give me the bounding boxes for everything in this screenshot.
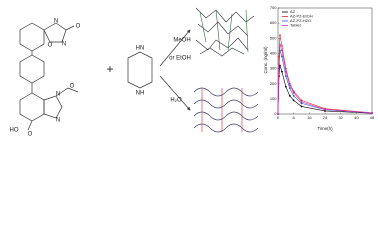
y-tick-label: 200 — [270, 81, 277, 86]
atom: HN — [136, 46, 145, 52]
y-tick-label: 0 — [274, 111, 277, 116]
data-point — [281, 49, 283, 52]
data-point — [281, 44, 283, 47]
atom: N — [56, 92, 60, 98]
y-tick-label: 300 — [270, 66, 277, 71]
data-point — [278, 63, 280, 65]
molecule: N O O N O N N HO O — [10, 19, 81, 138]
data-point — [371, 112, 373, 114]
data-point — [300, 99, 303, 102]
atom: N — [54, 19, 58, 25]
legend-label: AZ-PZ-EtOH — [290, 14, 313, 19]
x-tick-label: 24 — [323, 115, 328, 120]
atom: O — [70, 84, 75, 90]
solvent-label: H₂O — [170, 98, 182, 104]
series-line — [277, 50, 373, 115]
data-point — [284, 75, 287, 78]
y-tick-label: 700 — [270, 5, 277, 10]
data-point — [279, 34, 281, 37]
data-point — [288, 87, 291, 90]
data-point — [300, 100, 303, 103]
atom: N — [62, 42, 66, 48]
pk-chart: Conc. (ng/ml) Time(h) 010020030040050060… — [263, 5, 375, 131]
x-tick-label: 16 — [307, 115, 312, 120]
legend-label: Tablet — [290, 23, 302, 28]
series-line — [277, 44, 373, 115]
data-point — [288, 84, 291, 87]
graphical-abstract: N O O N O N N HO O + HN NH MeOH or EtOH … — [10, 5, 375, 138]
y-tick-label: 500 — [270, 35, 277, 40]
solvent-label: or EtOH — [169, 56, 191, 62]
arrows — [159, 29, 191, 111]
plus-sign: + — [106, 62, 113, 76]
x-tick-label: 8 — [293, 115, 296, 120]
y-axis-label: Conc. (ng/ml) — [263, 46, 268, 74]
legend-label: AZ-PZ-H2O — [290, 18, 311, 23]
data-point — [284, 85, 287, 88]
solvent-label: MeOH — [173, 38, 190, 44]
atom: O — [76, 24, 81, 30]
data-point — [279, 64, 281, 67]
data-point — [292, 91, 295, 94]
x-axis-label: Time(h) — [317, 126, 333, 131]
atom: NH — [136, 91, 145, 97]
x-tick-label: 40 — [354, 115, 359, 120]
data-point — [300, 102, 303, 105]
x-tick-label: 32 — [338, 115, 343, 120]
y-tick-label: 600 — [270, 20, 277, 25]
x-tick-label: 48 — [370, 115, 375, 120]
crystal-packing-bottom — [193, 87, 259, 133]
data-point — [288, 94, 291, 97]
legend-label: AZ — [290, 9, 296, 14]
series-line — [277, 35, 373, 115]
data-point — [292, 94, 295, 97]
x-tick-label: 0 — [277, 115, 280, 120]
data-point — [284, 70, 287, 73]
series-line — [277, 65, 373, 115]
data-point — [277, 113, 279, 115]
data-point — [281, 70, 283, 73]
piperazine: HN NH — [127, 46, 153, 97]
data-point — [281, 55, 283, 58]
atom: O — [48, 43, 53, 49]
data-point — [292, 99, 295, 102]
atom: O — [28, 132, 33, 138]
crystal-packing-top — [195, 7, 255, 57]
data-point — [300, 105, 303, 108]
atom: HO — [10, 128, 19, 134]
y-tick-label: 400 — [270, 50, 277, 55]
data-point — [324, 108, 326, 111]
atom: N — [56, 118, 60, 124]
y-tick-label: 100 — [270, 96, 277, 101]
data-point — [279, 43, 281, 46]
